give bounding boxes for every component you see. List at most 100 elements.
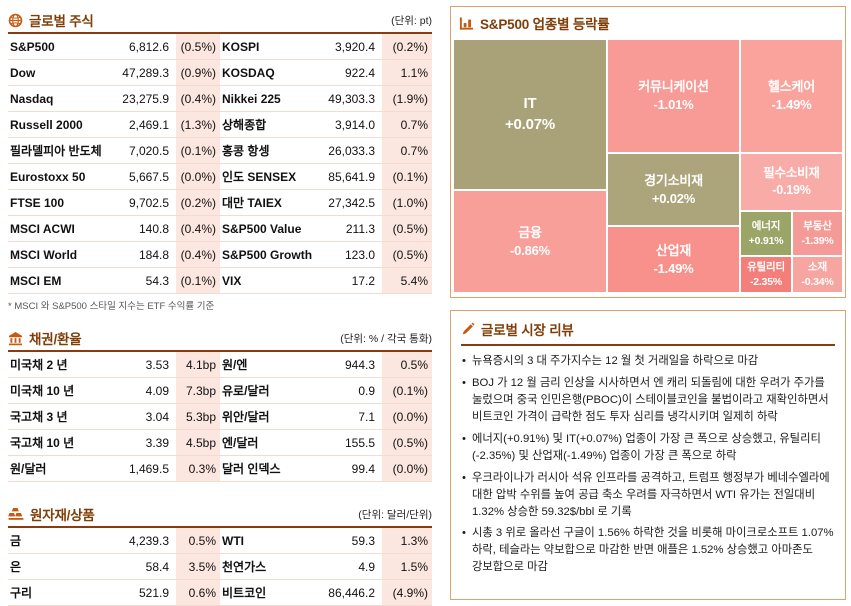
instrument-name: 대만 TAIEX xyxy=(222,196,282,210)
instrument-change: (0.5%) xyxy=(176,34,220,59)
instrument-change: (0.4%) xyxy=(176,216,220,241)
instrument-change: 3.5% xyxy=(176,554,220,579)
market-review-panel: 글로벌 시장 리뷰 뉴욕증시의 3 대 주가지수는 12 월 첫 거래일을 하락… xyxy=(450,310,846,600)
globe-icon xyxy=(8,13,23,28)
tile-sector-change: -0.34% xyxy=(801,275,834,288)
instrument-value: 6,812.6 xyxy=(128,39,169,54)
sector-treemap-header: S&P500 업종별 등락률 xyxy=(453,13,843,37)
tile-sector-change: -1.39% xyxy=(801,234,834,247)
instrument-name: Nikkei 225 xyxy=(222,91,281,106)
instrument-name: 상해종합 xyxy=(222,118,267,132)
instrument-value: 3.04 xyxy=(145,409,169,424)
instrument-value: 123.0 xyxy=(344,247,375,262)
tile-sector-name: IT xyxy=(523,95,537,113)
commodities-rows: 금 4,239.3 0.5% WTI 59.3 1.3% 은 58.4 3.5%… xyxy=(8,528,432,606)
section-title: 채권/환율 xyxy=(29,332,82,347)
instrument-name: FTSE 100 xyxy=(10,195,65,210)
instrument-change: 5.4% xyxy=(382,268,432,293)
table-row: MSCI World 184.8 (0.4%) S&P500 Growth 12… xyxy=(8,242,432,268)
instrument-name: 달러 인덱스 xyxy=(222,462,281,476)
instrument-value: 58.4 xyxy=(145,559,169,574)
tile-sector-name: 소재 xyxy=(808,261,827,274)
footnote: * MSCI 와 S&P500 스타일 지수는 ETF 수익률 기준 xyxy=(8,301,215,312)
review-bullet-text: 에너지(+0.91%) 및 IT(+0.07%) 업종이 가장 큰 폭으로 상승… xyxy=(472,432,821,462)
instrument-name: KOSPI xyxy=(222,39,260,54)
treemap-tile-energy: 에너지 +0.91% xyxy=(740,211,792,256)
review-bullet: 에너지(+0.91%) 및 IT(+0.07%) 업종이 가장 큰 폭으로 상승… xyxy=(461,431,835,465)
table-row: Eurostoxx 50 5,667.5 (0.0%) 인도 SENSEX 85… xyxy=(8,164,432,190)
instrument-value: 23,275.9 xyxy=(122,91,169,106)
instrument-value: 521.9 xyxy=(138,585,169,600)
treemap-tile-utilities: 유틸리티 -2.35% xyxy=(740,256,792,293)
instrument-value: 4.9 xyxy=(358,559,375,574)
instrument-value: 4,239.3 xyxy=(128,533,169,548)
instrument-change: (0.4%) xyxy=(176,86,220,111)
instrument-value: 3,914.0 xyxy=(334,117,375,132)
treemap-tile-real-estate: 부동산 -1.39% xyxy=(792,211,843,256)
commodities-table: 원자재/상품 (단위: 달러/단위) 금 4,239.3 0.5% WTI 59… xyxy=(8,502,432,606)
instrument-name: Nasdaq xyxy=(10,91,54,106)
section-title: S&P500 업종별 등락률 xyxy=(480,17,610,32)
instrument-value: 26,033.3 xyxy=(328,143,375,158)
table-row: MSCI EM 54.3 (0.1%) VIX 17.2 5.4% xyxy=(8,268,432,294)
treemap-tile-materials: 소재 -0.34% xyxy=(792,256,843,293)
instrument-change: (0.5%) xyxy=(382,216,432,241)
instrument-value: 184.8 xyxy=(138,247,169,262)
tile-sector-name: 에너지 xyxy=(751,220,781,233)
instrument-change: 1.5% xyxy=(382,554,432,579)
tile-sector-change: -1.01% xyxy=(653,97,694,112)
instrument-name: S&P500 xyxy=(10,39,55,54)
instrument-change: (0.9%) xyxy=(176,60,220,85)
instrument-value: 7,020.5 xyxy=(128,143,169,158)
instrument-change: (0.2%) xyxy=(382,34,432,59)
instrument-change: (0.1%) xyxy=(176,268,220,293)
table-row: S&P500 6,812.6 (0.5%) KOSPI 3,920.4 (0.2… xyxy=(8,34,432,60)
instrument-name: KOSDAQ xyxy=(222,65,275,80)
instrument-name: 유로/달러 xyxy=(222,384,270,398)
review-bullet: 뉴욕증시의 3 대 주가지수는 12 월 첫 거래일을 하락으로 마감 xyxy=(461,353,835,370)
table-row: Dow 47,289.3 (0.9%) KOSDAQ 922.4 1.1% xyxy=(8,60,432,86)
table-row: 국고채 3 년 3.04 5.3bp 위안/달러 7.1 (0.0%) xyxy=(8,404,432,430)
instrument-change: 1.1% xyxy=(382,60,432,85)
instrument-value: 47,289.3 xyxy=(122,65,169,80)
instrument-change: (0.1%) xyxy=(382,378,432,403)
instrument-value: 211.3 xyxy=(345,221,375,236)
review-bullet: 우크라이나가 러시아 석유 인프라를 공격하고, 트럼프 행정부가 베네수엘라에… xyxy=(461,470,835,521)
instrument-name: Dow xyxy=(10,65,36,80)
instrument-value: 944.3 xyxy=(344,357,375,372)
section-title: 원자재/상품 xyxy=(30,508,95,523)
review-bullet-text: BOJ 가 12 월 금리 인상을 시사하면서 엔 캐리 되돌림에 대한 우려가… xyxy=(472,376,829,423)
gold-bars-icon xyxy=(8,507,24,521)
instrument-value: 4.09 xyxy=(145,383,169,398)
table-row: 원/달러 1,469.5 0.3% 달러 인덱스 99.4 (0.0%) xyxy=(8,456,432,482)
instrument-name: 원/엔 xyxy=(222,358,248,372)
instrument-change: (1.0%) xyxy=(382,190,432,215)
table-row: 금 4,239.3 0.5% WTI 59.3 1.3% xyxy=(8,528,432,554)
instrument-change: 5.3bp xyxy=(176,404,220,429)
tile-sector-name: 금융 xyxy=(518,224,542,240)
instrument-name: 미국채 2 년 xyxy=(10,358,68,372)
instrument-name: MSCI EM xyxy=(10,273,62,288)
instrument-change: 0.5% xyxy=(176,528,220,553)
table-row: MSCI ACWI 140.8 (0.4%) S&P500 Value 211.… xyxy=(8,216,432,242)
review-bullet-text: 우크라이나가 러시아 석유 인프라를 공격하고, 트럼프 행정부가 베네수엘라에… xyxy=(472,471,830,518)
instrument-change: (1.9%) xyxy=(382,86,432,111)
tile-sector-change: +0.02% xyxy=(651,190,696,206)
instrument-name: 천연가스 xyxy=(222,560,267,574)
instrument-name: 홍콩 항셍 xyxy=(222,144,270,158)
tile-sector-change: -2.35% xyxy=(749,275,783,288)
instrument-change: (1.3%) xyxy=(176,112,220,137)
instrument-change: 0.7% xyxy=(382,112,432,137)
instrument-value: 27,342.5 xyxy=(328,195,375,210)
tile-sector-name: 헬스케어 xyxy=(767,79,816,95)
right-column: S&P500 업종별 등락률 IT +0.07% 커뮤니케이션 -1.01% 헬… xyxy=(450,6,846,600)
table-row: 국고채 10 년 3.39 4.5bp 엔/달러 155.5 (0.5%) xyxy=(8,430,432,456)
market-review-header: 글로벌 시장 리뷰 xyxy=(461,319,835,346)
review-bullet: BOJ 가 12 월 금리 인상을 시사하면서 엔 캐리 되돌림에 대한 우려가… xyxy=(461,375,835,426)
instrument-name: 미국채 10 년 xyxy=(10,384,75,398)
instrument-change: (0.5%) xyxy=(382,430,432,455)
instrument-change: 7.3bp xyxy=(176,378,220,403)
bar-chart-icon xyxy=(459,16,474,31)
unit-label: (단위: 달러/단위) xyxy=(358,508,432,521)
instrument-name: 필라델피아 반도체 xyxy=(10,144,102,158)
